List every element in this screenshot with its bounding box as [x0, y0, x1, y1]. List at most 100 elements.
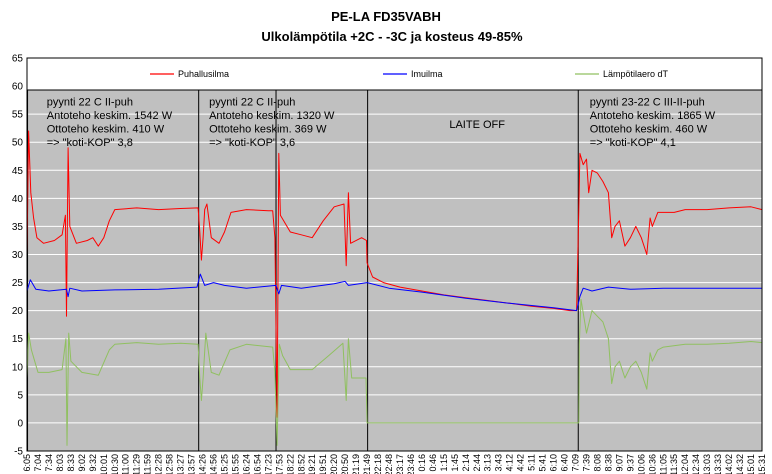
x-tick-label: 9:37: [625, 454, 635, 472]
x-tick-label: 15:31: [757, 454, 767, 474]
chart-title: PE-LA FD35VABH: [331, 9, 441, 24]
annotation-text: Ottoteho keskim. 369 W: [209, 124, 327, 136]
x-tick-label: 18:52: [296, 454, 306, 474]
x-tick-label: 15:55: [230, 454, 240, 474]
x-tick-label: 6:10: [549, 454, 559, 472]
x-tick-label: 4:12: [505, 454, 515, 472]
x-tick-label: 8:03: [55, 454, 65, 472]
x-tick-label: 2:14: [461, 454, 471, 472]
x-tick-label: 21:19: [351, 454, 361, 474]
x-tick-label: 5:41: [538, 454, 548, 472]
x-tick-label: 11:00: [121, 454, 131, 474]
x-tick-label: 14:26: [198, 454, 208, 474]
y-tick-label: 40: [12, 194, 24, 205]
series-lines: [26, 130, 763, 446]
x-tick-label: 10:06: [636, 454, 646, 474]
plot-border: [26, 57, 763, 452]
annotation-text: LAITE OFF: [449, 119, 505, 131]
x-tick-label: 8:08: [592, 454, 602, 472]
x-tick-label: 13:57: [187, 454, 197, 474]
x-tick-label: 15:25: [219, 454, 229, 474]
x-tick-label: 7:39: [581, 454, 591, 472]
annotation-text: Antoteho keskim. 1320 W: [209, 110, 335, 122]
x-tick-label: 19:51: [318, 454, 328, 474]
annotation-text: pyynti 23-22 C III-II-puh: [590, 97, 705, 109]
x-tick-label: 13:03: [702, 454, 712, 474]
y-tick-label: 5: [17, 390, 23, 401]
annotation-2: LAITE OFF: [449, 119, 505, 131]
x-tick-label: 16:54: [252, 454, 262, 474]
x-tick-label: 12:58: [165, 454, 175, 474]
x-tick-label: 16:24: [241, 454, 251, 474]
x-tick-label: 1:45: [450, 454, 460, 472]
x-tick-label: 13:27: [176, 454, 186, 474]
x-tick-label: 3:13: [483, 454, 493, 472]
x-tick-label: 20:20: [329, 454, 339, 474]
x-tick-label: 12:28: [154, 454, 164, 474]
x-tick-label: 6:40: [560, 454, 570, 472]
y-tick-label: 45: [12, 166, 24, 177]
annotation-text: Antoteho keskim. 1542 W: [47, 110, 173, 122]
y-tick-label: 0: [17, 418, 23, 429]
legend-label-1: Imuilma: [411, 69, 443, 79]
grid-lines: [27, 85, 762, 424]
x-tick-label: 22:18: [373, 454, 383, 474]
x-tick-label: 20:50: [340, 454, 350, 474]
series-line-1: [26, 273, 762, 312]
annotation-text: => "koti-KOP" 4,1: [590, 137, 676, 149]
y-tick-label: 65: [12, 54, 24, 65]
x-tick-label: 18:22: [285, 454, 295, 474]
x-tick-label: 11:35: [669, 454, 679, 474]
x-tick-label: 7:04: [33, 454, 43, 472]
x-tick-label: 7:34: [44, 454, 54, 472]
annotation-text: Antoteho keskim. 1865 W: [590, 110, 716, 122]
y-tick-label: 35: [12, 222, 24, 233]
x-tick-label: 9:32: [88, 454, 98, 472]
y-tick-label: 20: [12, 306, 24, 317]
x-tick-label: 1:15: [439, 454, 449, 472]
annotation-text: Ottoteho keskim. 410 W: [47, 124, 165, 136]
x-tick-label: 2:44: [472, 454, 482, 472]
x-tick-label: 11:59: [143, 454, 153, 474]
x-tick-label: 8:33: [66, 454, 76, 472]
x-tick-label: 13:33: [713, 454, 723, 474]
series-line-2: [26, 298, 763, 446]
x-axis: 6:05 7:04 7:34 8:03 8:33 9:02 9:32 10:01 10:30 11…: [22, 454, 767, 474]
x-tick-label: 22:48: [384, 454, 394, 474]
annotation-text: => "koti-KOP" 3,8: [47, 137, 133, 149]
x-tick-label: 7:09: [571, 454, 581, 472]
x-tick-label: 11:29: [132, 454, 142, 474]
x-tick-label: 10:30: [110, 454, 120, 474]
x-tick-label: 10:36: [647, 454, 657, 474]
annotation-text: pyynti 22 C II-puh: [47, 97, 133, 109]
x-tick-label: 9:07: [614, 454, 624, 472]
x-tick-label: 19:21: [307, 454, 317, 474]
y-tick-label: 10: [12, 362, 24, 373]
legend-label-0: Puhallusilma: [178, 69, 229, 79]
y-tick-label: 55: [12, 110, 24, 121]
x-tick-label: 10:01: [99, 454, 109, 474]
y-tick-label: 15: [12, 334, 24, 345]
x-tick-label: 4:42: [516, 454, 526, 472]
annotation-text: pyynti 22 C II-puh: [209, 97, 295, 109]
annotation-text: Ottoteho keskim. 460 W: [590, 124, 708, 136]
y-tick-label: 30: [12, 250, 24, 261]
legend-label-2: Lämpötilaero dT: [603, 69, 669, 79]
x-tick-label: 14:32: [735, 454, 745, 474]
x-tick-label: 8:38: [603, 454, 613, 472]
x-tick-label: 21:49: [362, 454, 372, 474]
x-tick-label: 17:23: [263, 454, 273, 474]
x-tick-label: 0:16: [417, 454, 427, 472]
x-tick-label: 23:17: [395, 454, 405, 474]
annotation-text: => "koti-KOP" 3,6: [209, 137, 295, 149]
legend: Puhallusilma Imuilma Lämpötilaero dT: [150, 69, 669, 79]
y-tick-label: 50: [12, 138, 24, 149]
x-tick-label: 17:53: [274, 454, 284, 474]
y-tick-label: 60: [12, 82, 24, 93]
y-tick-label: -5: [14, 447, 23, 458]
x-tick-label: 5:11: [527, 454, 537, 471]
